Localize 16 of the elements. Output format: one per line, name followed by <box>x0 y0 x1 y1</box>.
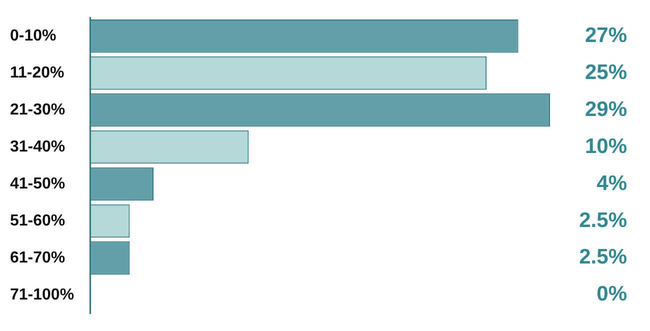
data-label: 29% <box>584 98 628 121</box>
y-tick-label: 41-50% <box>10 175 66 192</box>
y-tick-label: 51-60% <box>10 212 66 230</box>
data-label: 25% <box>584 60 628 84</box>
data-label: 2.5% <box>579 246 628 269</box>
y-tick-label: 0-10% <box>10 27 56 44</box>
data-label: 27% <box>584 24 628 47</box>
data-label: 0% <box>596 282 628 306</box>
y-tick-label: 11-20% <box>10 64 64 82</box>
data-label: 10% <box>584 134 628 158</box>
y-tick-label: 71-100% <box>10 286 74 304</box>
y-tick-label: 21-30% <box>10 101 66 118</box>
data-label: 2.5% <box>579 208 628 232</box>
y-tick-label: 31-40% <box>10 138 66 156</box>
data-label: 4% <box>596 172 628 195</box>
y-tick-label: 61-70% <box>10 249 66 266</box>
